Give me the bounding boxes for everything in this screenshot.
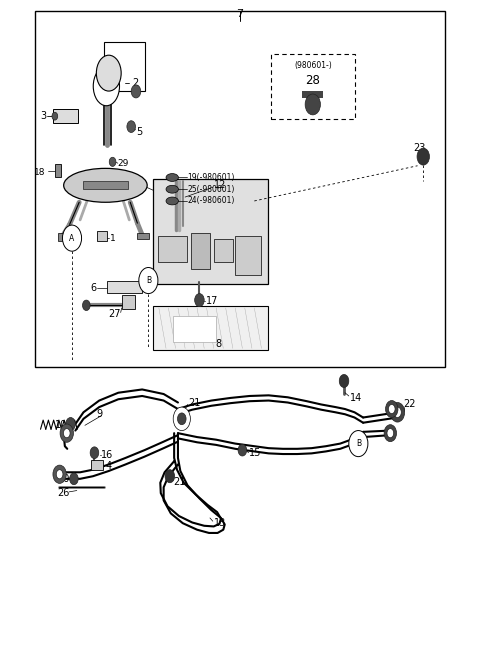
Circle shape: [131, 85, 141, 98]
Text: 1: 1: [110, 234, 116, 242]
Text: 26: 26: [57, 487, 69, 498]
Text: 19(-980601): 19(-980601): [188, 173, 235, 182]
Bar: [192, 233, 210, 269]
Text: 6: 6: [91, 284, 97, 293]
Text: 21: 21: [189, 398, 201, 407]
Text: 24(-980601): 24(-980601): [188, 196, 235, 206]
Text: 16: 16: [101, 450, 113, 460]
Text: 27: 27: [108, 309, 120, 320]
Circle shape: [62, 225, 82, 251]
Bar: [97, 231, 108, 242]
Text: B: B: [356, 439, 361, 448]
Text: 29: 29: [118, 159, 129, 168]
Text: 14: 14: [350, 393, 362, 403]
Text: 12: 12: [214, 180, 226, 191]
Circle shape: [388, 404, 395, 413]
Bar: [35, 11, 445, 367]
Circle shape: [305, 94, 321, 115]
Bar: [214, 240, 233, 262]
Bar: [55, 164, 60, 178]
Ellipse shape: [64, 168, 147, 202]
Bar: [137, 233, 149, 240]
Circle shape: [52, 112, 58, 120]
Text: 22: 22: [404, 400, 416, 409]
Bar: [108, 281, 142, 293]
Circle shape: [66, 417, 75, 430]
Text: 20: 20: [57, 474, 69, 484]
Circle shape: [90, 447, 99, 458]
Bar: [341, 376, 348, 381]
Circle shape: [83, 300, 90, 310]
Text: 5: 5: [136, 127, 143, 137]
Circle shape: [385, 401, 398, 417]
Bar: [173, 316, 216, 342]
Circle shape: [394, 407, 401, 417]
Bar: [104, 43, 144, 92]
Text: 3: 3: [41, 111, 47, 121]
Circle shape: [70, 473, 78, 485]
Text: 18: 18: [34, 168, 46, 177]
Bar: [302, 92, 323, 98]
Text: 4: 4: [106, 461, 111, 472]
Text: 8: 8: [215, 339, 221, 349]
Bar: [91, 460, 103, 470]
Circle shape: [53, 465, 66, 483]
Text: 10: 10: [55, 421, 67, 430]
Circle shape: [60, 424, 73, 442]
Circle shape: [109, 157, 116, 166]
Circle shape: [417, 148, 430, 165]
Bar: [121, 295, 135, 309]
Circle shape: [173, 407, 191, 430]
Circle shape: [165, 470, 175, 483]
Circle shape: [178, 413, 186, 424]
Bar: [53, 109, 78, 123]
Circle shape: [349, 430, 368, 457]
Bar: [58, 233, 72, 241]
Text: A: A: [70, 234, 75, 242]
Text: 23: 23: [413, 143, 425, 153]
Bar: [235, 236, 262, 275]
Text: 11: 11: [169, 192, 181, 202]
Circle shape: [387, 428, 394, 438]
Text: 2: 2: [132, 78, 138, 88]
Circle shape: [139, 267, 158, 293]
Ellipse shape: [93, 67, 120, 105]
Circle shape: [384, 424, 396, 441]
Text: 7: 7: [237, 9, 243, 20]
Text: (980601-): (980601-): [294, 61, 332, 70]
Text: B: B: [146, 276, 151, 285]
Bar: [158, 236, 187, 262]
Ellipse shape: [166, 197, 179, 205]
Text: 9: 9: [96, 409, 103, 419]
Circle shape: [127, 121, 135, 132]
FancyBboxPatch shape: [153, 306, 268, 350]
Text: 28: 28: [305, 75, 320, 88]
Text: 25(-980601): 25(-980601): [188, 185, 235, 194]
Text: 13: 13: [214, 518, 226, 528]
Circle shape: [56, 470, 63, 479]
Circle shape: [339, 375, 349, 388]
Circle shape: [390, 403, 405, 422]
Text: 15: 15: [249, 448, 261, 458]
FancyBboxPatch shape: [271, 54, 355, 119]
Ellipse shape: [166, 185, 179, 193]
Ellipse shape: [166, 174, 179, 181]
FancyBboxPatch shape: [153, 179, 268, 284]
Text: 17: 17: [205, 297, 218, 307]
Bar: [83, 181, 128, 189]
Circle shape: [63, 428, 70, 438]
Text: 21: 21: [173, 477, 186, 487]
Circle shape: [195, 293, 204, 307]
Circle shape: [238, 444, 247, 456]
Ellipse shape: [96, 55, 121, 91]
